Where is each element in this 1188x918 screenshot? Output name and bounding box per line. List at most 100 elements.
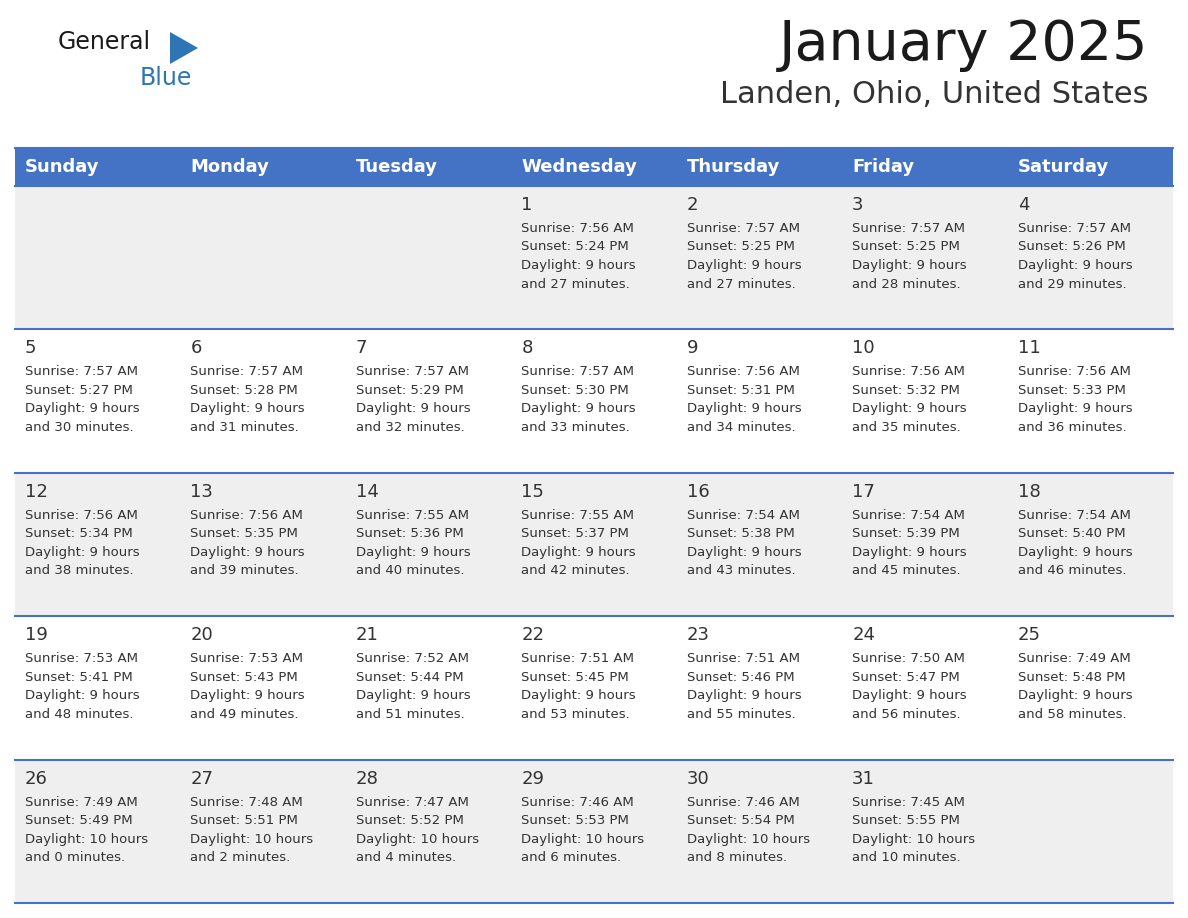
Text: Sunrise: 7:56 AM: Sunrise: 7:56 AM [190,509,303,521]
Text: Sunrise: 7:45 AM: Sunrise: 7:45 AM [852,796,965,809]
Text: Daylight: 10 hours: Daylight: 10 hours [356,833,479,845]
Text: Sunrise: 7:55 AM: Sunrise: 7:55 AM [356,509,469,521]
Text: Friday: Friday [852,158,915,176]
Text: Tuesday: Tuesday [356,158,438,176]
Text: Sunrise: 7:46 AM: Sunrise: 7:46 AM [687,796,800,809]
Text: and 10 minutes.: and 10 minutes. [852,851,961,864]
Text: Daylight: 9 hours: Daylight: 9 hours [190,546,305,559]
Text: 9: 9 [687,340,699,357]
Text: and 27 minutes.: and 27 minutes. [687,277,796,290]
Text: Sunset: 5:54 PM: Sunset: 5:54 PM [687,814,795,827]
Text: Sunday: Sunday [25,158,100,176]
Text: 3: 3 [852,196,864,214]
Text: Sunset: 5:38 PM: Sunset: 5:38 PM [687,527,795,541]
Text: 21: 21 [356,626,379,644]
Text: Sunrise: 7:56 AM: Sunrise: 7:56 AM [687,365,800,378]
Text: Sunset: 5:41 PM: Sunset: 5:41 PM [25,671,133,684]
Text: Daylight: 10 hours: Daylight: 10 hours [25,833,148,845]
Text: Sunrise: 7:54 AM: Sunrise: 7:54 AM [687,509,800,521]
Text: and 30 minutes.: and 30 minutes. [25,420,133,434]
Text: 24: 24 [852,626,876,644]
Text: Sunset: 5:52 PM: Sunset: 5:52 PM [356,814,463,827]
Text: Sunrise: 7:57 AM: Sunrise: 7:57 AM [25,365,138,378]
Text: Daylight: 9 hours: Daylight: 9 hours [687,402,802,416]
Text: and 0 minutes.: and 0 minutes. [25,851,125,864]
Text: and 56 minutes.: and 56 minutes. [852,708,961,721]
Text: Sunset: 5:31 PM: Sunset: 5:31 PM [687,384,795,397]
Text: and 31 minutes.: and 31 minutes. [190,420,299,434]
Text: Sunrise: 7:48 AM: Sunrise: 7:48 AM [190,796,303,809]
Text: and 39 minutes.: and 39 minutes. [190,565,299,577]
Text: and 33 minutes.: and 33 minutes. [522,420,630,434]
Bar [842,148,1007,186]
Text: Daylight: 9 hours: Daylight: 9 hours [25,689,140,702]
Text: 7: 7 [356,340,367,357]
Text: Sunset: 5:46 PM: Sunset: 5:46 PM [687,671,795,684]
Text: 8: 8 [522,340,532,357]
Text: Daylight: 9 hours: Daylight: 9 hours [852,402,967,416]
Text: 15: 15 [522,483,544,501]
Text: 11: 11 [1018,340,1041,357]
Bar [181,148,346,186]
Text: Sunrise: 7:55 AM: Sunrise: 7:55 AM [522,509,634,521]
Text: and 29 minutes.: and 29 minutes. [1018,277,1126,290]
Text: Sunset: 5:53 PM: Sunset: 5:53 PM [522,814,630,827]
Text: Daylight: 10 hours: Daylight: 10 hours [522,833,644,845]
Bar [346,148,511,186]
Text: Sunrise: 7:56 AM: Sunrise: 7:56 AM [852,365,965,378]
Text: Sunrise: 7:54 AM: Sunrise: 7:54 AM [852,509,965,521]
Bar [15,330,1173,473]
Text: 5: 5 [25,340,37,357]
Text: Daylight: 9 hours: Daylight: 9 hours [522,689,636,702]
Text: Saturday: Saturday [1018,158,1108,176]
Text: Daylight: 9 hours: Daylight: 9 hours [1018,259,1132,272]
Text: Sunrise: 7:57 AM: Sunrise: 7:57 AM [522,365,634,378]
Text: Sunrise: 7:47 AM: Sunrise: 7:47 AM [356,796,469,809]
Text: Daylight: 9 hours: Daylight: 9 hours [25,546,140,559]
Text: Sunrise: 7:53 AM: Sunrise: 7:53 AM [25,652,138,666]
Text: 4: 4 [1018,196,1029,214]
Text: Daylight: 9 hours: Daylight: 9 hours [356,546,470,559]
Text: Sunrise: 7:57 AM: Sunrise: 7:57 AM [190,365,303,378]
Text: Sunset: 5:37 PM: Sunset: 5:37 PM [522,527,630,541]
Text: Sunset: 5:55 PM: Sunset: 5:55 PM [852,814,960,827]
Bar [1007,148,1173,186]
Text: Sunrise: 7:56 AM: Sunrise: 7:56 AM [25,509,138,521]
Text: Blue: Blue [140,66,192,90]
Text: Monday: Monday [190,158,270,176]
Text: and 43 minutes.: and 43 minutes. [687,565,795,577]
Text: and 2 minutes.: and 2 minutes. [190,851,291,864]
Text: and 34 minutes.: and 34 minutes. [687,420,795,434]
Text: Daylight: 10 hours: Daylight: 10 hours [190,833,314,845]
Text: and 58 minutes.: and 58 minutes. [1018,708,1126,721]
Text: Sunrise: 7:49 AM: Sunrise: 7:49 AM [1018,652,1130,666]
Text: Daylight: 10 hours: Daylight: 10 hours [852,833,975,845]
Text: and 8 minutes.: and 8 minutes. [687,851,786,864]
Text: January 2025: January 2025 [778,18,1148,72]
Text: and 36 minutes.: and 36 minutes. [1018,420,1126,434]
Text: Daylight: 9 hours: Daylight: 9 hours [1018,546,1132,559]
Text: and 51 minutes.: and 51 minutes. [356,708,465,721]
Text: and 45 minutes.: and 45 minutes. [852,565,961,577]
Text: and 42 minutes.: and 42 minutes. [522,565,630,577]
Text: Sunset: 5:48 PM: Sunset: 5:48 PM [1018,671,1125,684]
Text: and 40 minutes.: and 40 minutes. [356,565,465,577]
Text: Daylight: 9 hours: Daylight: 9 hours [1018,689,1132,702]
Text: Landen, Ohio, United States: Landen, Ohio, United States [720,80,1148,109]
Text: Thursday: Thursday [687,158,781,176]
Text: Daylight: 9 hours: Daylight: 9 hours [522,402,636,416]
Text: Sunrise: 7:50 AM: Sunrise: 7:50 AM [852,652,965,666]
Text: 6: 6 [190,340,202,357]
Text: 18: 18 [1018,483,1041,501]
Text: Sunset: 5:39 PM: Sunset: 5:39 PM [852,527,960,541]
Text: 10: 10 [852,340,874,357]
Text: 22: 22 [522,626,544,644]
Text: Sunset: 5:49 PM: Sunset: 5:49 PM [25,814,133,827]
Text: Sunrise: 7:51 AM: Sunrise: 7:51 AM [522,652,634,666]
Text: and 28 minutes.: and 28 minutes. [852,277,961,290]
Text: Sunset: 5:36 PM: Sunset: 5:36 PM [356,527,463,541]
Text: 28: 28 [356,769,379,788]
Text: Daylight: 9 hours: Daylight: 9 hours [522,546,636,559]
Text: and 49 minutes.: and 49 minutes. [190,708,299,721]
Text: Sunset: 5:34 PM: Sunset: 5:34 PM [25,527,133,541]
